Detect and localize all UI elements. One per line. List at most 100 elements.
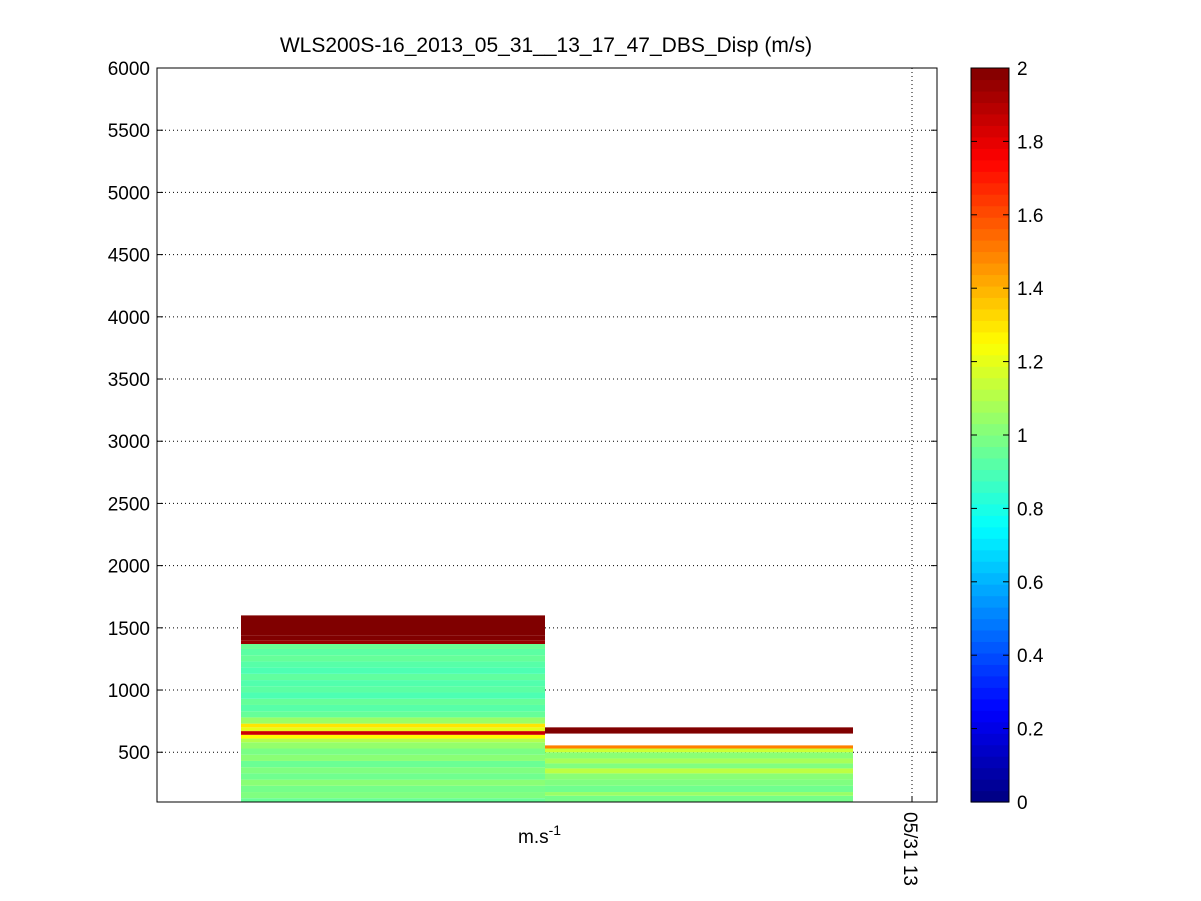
heatmap-cell: [241, 727, 545, 732]
colorbar-swatch: [971, 767, 1009, 780]
heatmap-cell: [545, 727, 853, 734]
colorbar-swatch: [971, 194, 1009, 207]
colorbar-swatch: [971, 68, 1009, 81]
heatmap-cell: [241, 692, 545, 699]
colorbar-swatch: [971, 526, 1009, 539]
colorbar-swatch: [971, 584, 1009, 597]
heatmap-cell: [545, 752, 853, 759]
colorbar-swatch: [971, 148, 1009, 161]
colorbar-swatch: [971, 492, 1009, 505]
colorbar-swatch: [971, 377, 1009, 390]
heatmap-cell: [545, 792, 853, 796]
colorbar-tick-label: 1.4: [1017, 279, 1044, 300]
heatmap-cell: [241, 798, 545, 802]
colorbar-swatch: [971, 756, 1009, 769]
y-tick-label: 2000: [108, 557, 150, 578]
heatmap-cell: [241, 717, 545, 724]
colorbar-swatch: [971, 389, 1009, 402]
colorbar-swatch: [971, 354, 1009, 367]
colorbar-swatch: [971, 538, 1009, 551]
heatmap-cell: [241, 731, 545, 735]
colorbar-swatch: [971, 320, 1009, 333]
heatmap-cell: [241, 738, 545, 743]
heatmap-cell: [241, 723, 545, 728]
colorbar-swatch: [971, 469, 1009, 482]
colorbar-swatch: [971, 652, 1009, 665]
colorbar-swatch: [971, 744, 1009, 757]
heatmap-cell: [241, 748, 545, 755]
colorbar-swatch: [971, 423, 1009, 436]
colorbar-tick-label: 1.8: [1017, 132, 1043, 153]
y-tick-label: 6000: [108, 59, 150, 80]
heatmap-cell: [241, 773, 545, 780]
y-tick-label: 4000: [108, 308, 150, 329]
colorbar-tick-label: 2: [1017, 59, 1028, 80]
colorbar-swatch: [971, 205, 1009, 218]
heatmap-cell: [241, 734, 545, 739]
colorbar-swatch: [971, 607, 1009, 620]
colorbar-tick-label: 0: [1017, 793, 1028, 814]
y-axis: 500 1000 1500 2000 2500 3000 3500 4000 4500 5000 5…: [108, 59, 937, 764]
colorbar-swatch: [971, 515, 1009, 528]
heatmap-cell: [241, 648, 545, 656]
colorbar-swatch: [971, 171, 1009, 184]
colorbar-swatch: [971, 240, 1009, 253]
heatmap-cell: [241, 680, 545, 687]
colorbar-swatch: [971, 480, 1009, 493]
heatmap-cell: [241, 615, 545, 636]
colorbar-swatch: [971, 400, 1009, 413]
colorbar-tick-label: 0.4: [1017, 646, 1044, 667]
y-tick-label: 1000: [108, 681, 150, 702]
colorbar-swatch: [971, 343, 1009, 356]
y-tick-label: 4500: [108, 246, 150, 267]
heatmap-cell: [241, 779, 545, 786]
heatmap-cell: [241, 742, 545, 749]
colorbar-swatch: [971, 446, 1009, 459]
heatmap-cell: [241, 667, 545, 674]
colorbar-swatch: [971, 710, 1009, 723]
heatmap-cell: [545, 785, 853, 793]
heatmap-cell: [241, 785, 545, 793]
colorbar-swatch: [971, 285, 1009, 298]
y-tick-label: 5500: [108, 121, 150, 142]
heatmap-cell: [241, 760, 545, 768]
colorbar-swatch: [971, 629, 1009, 643]
colorbar-swatch: [971, 366, 1009, 379]
x-axis-label-superscript: -1: [549, 822, 562, 838]
colorbar-swatch: [971, 572, 1009, 585]
heatmap-cell: [241, 673, 545, 681]
y-tick-label: 3000: [108, 432, 150, 453]
y-tick-label: 3500: [108, 370, 150, 391]
colorbar-swatch: [971, 228, 1009, 241]
colorbar-swatch: [971, 698, 1009, 711]
colorbar-swatch: [971, 435, 1009, 448]
heatmap-cell: [241, 686, 545, 693]
colorbar-swatch: [971, 503, 1009, 516]
colorbar-swatch: [971, 331, 1009, 344]
colorbar-swatch: [971, 457, 1009, 471]
colorbar-swatch: [971, 274, 1009, 287]
x-tick-label: 05/31 13: [899, 812, 920, 886]
y-tick-label: 2500: [108, 494, 150, 515]
colorbar-swatch: [971, 664, 1009, 677]
heatmap-cell: [545, 795, 853, 802]
y-tick-label: 1500: [108, 619, 150, 640]
colorbar-swatch: [971, 779, 1009, 792]
colorbar-tick-label: 0.2: [1017, 720, 1043, 741]
colorbar-swatch: [971, 125, 1009, 138]
colorbar-swatch: [971, 721, 1009, 734]
colorbar-swatch: [971, 136, 1009, 149]
colorbar-tick-label: 0.6: [1017, 573, 1043, 594]
heatmap-cell: [241, 767, 545, 774]
colorbar-swatch: [971, 549, 1009, 562]
heatmap-cell: [545, 779, 853, 786]
colorbar-tick-label: 1.2: [1017, 353, 1043, 374]
heatmap-cell: [241, 661, 545, 668]
heatmap-cell: [545, 773, 853, 780]
colorbar-swatch: [971, 733, 1009, 746]
y-tick-label: 500: [118, 743, 150, 764]
colorbar-swatch: [971, 262, 1009, 276]
heatmap-cell: [241, 792, 545, 799]
colorbar-swatch: [971, 297, 1009, 310]
